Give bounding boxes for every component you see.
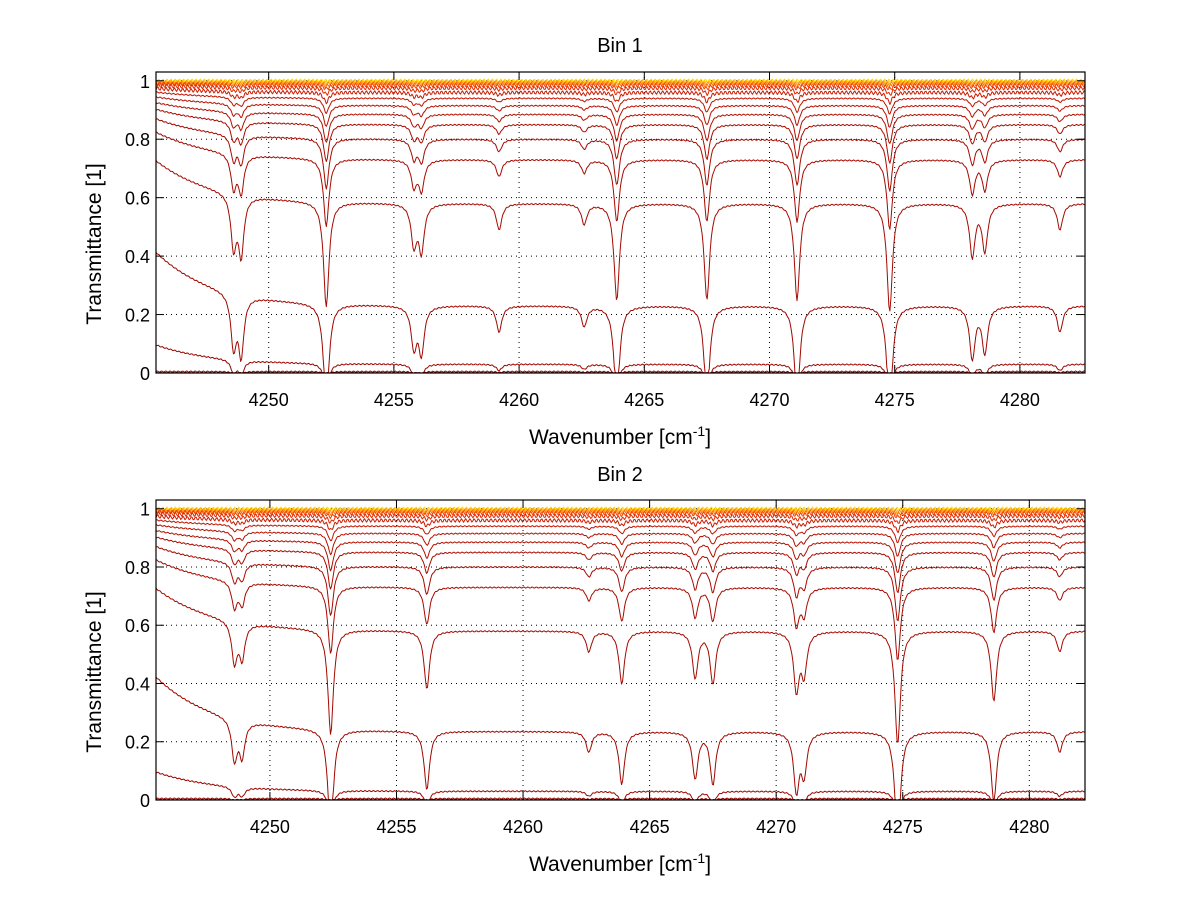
plot-frame (155, 499, 1086, 801)
x-tick-label: 4275 (883, 817, 923, 837)
panel-bin-1: Bin 1 Transmittance [1] Wavenumber [cm-1… (83, 35, 1086, 449)
series-line (155, 108, 1086, 164)
series-line (155, 80, 1086, 87)
x-axis-label-main: Wavenumber [cm (529, 853, 693, 876)
chart-title: Bin 2 (597, 464, 643, 486)
x-tick-label: 4255 (376, 817, 416, 837)
series-line (155, 523, 1086, 557)
series-line (155, 514, 1086, 534)
y-tick-label: 0 (140, 791, 150, 811)
x-tick-labels: 4250 4255 4260 4265 4270 4275 4280 (250, 817, 1049, 837)
y-tick-label: 0.4 (125, 247, 150, 267)
y-tick-label: 0.8 (125, 558, 150, 578)
y-tick-label: 0 (140, 364, 150, 384)
x-tick-label: 4250 (250, 817, 290, 837)
series-line (155, 509, 1086, 519)
series-line (155, 86, 1086, 105)
x-tick-label: 4255 (374, 390, 414, 410)
series-line (155, 536, 1086, 594)
x-tick-label: 4260 (503, 817, 543, 837)
grid-lines (156, 500, 1085, 801)
x-tick-label: 4280 (1000, 390, 1040, 410)
series-line (155, 81, 1086, 91)
y-tick-label: 0.4 (125, 674, 150, 694)
y-tick-label: 0.2 (125, 733, 150, 753)
y-tick-label: 0.8 (125, 130, 150, 150)
x-axis-label: Wavenumber [cm-1] (529, 850, 711, 876)
x-tick-label: 4280 (1009, 817, 1049, 837)
series-line (155, 251, 1086, 374)
x-axis-label: Wavenumber [cm-1] (529, 423, 711, 449)
series-line (155, 676, 1086, 801)
y-axis-label: Transmittance [1] (83, 591, 106, 752)
x-tick-label: 4270 (749, 390, 789, 410)
y-tick-label: 0.6 (125, 616, 150, 636)
y-tick-labels: 0 0.2 0.4 0.6 0.8 1 (125, 500, 150, 811)
x-tick-label: 4275 (875, 390, 915, 410)
series-line (155, 91, 1086, 115)
series-line (155, 587, 1086, 743)
y-tick-label: 1 (140, 72, 150, 92)
series-line (155, 559, 1086, 660)
y-tick-label: 0.6 (125, 189, 150, 209)
tick-marks (156, 72, 1085, 374)
series-line (155, 511, 1086, 524)
x-tick-label: 4265 (630, 817, 670, 837)
series-line (155, 519, 1086, 544)
series-line (155, 530, 1086, 573)
y-axis-label: Transmittance [1] (83, 163, 106, 324)
x-axis-label-end: ] (705, 426, 711, 449)
y-tick-label: 0.2 (125, 306, 150, 326)
x-tick-label: 4260 (499, 390, 539, 410)
panel-bin-2: Bin 2 Transmittance [1] Wavenumber [cm-1… (83, 464, 1086, 876)
x-tick-label: 4265 (624, 390, 664, 410)
x-axis-label-superscript: -1 (693, 850, 706, 866)
series-line (155, 159, 1086, 312)
y-tick-label: 1 (140, 500, 150, 520)
series-line (155, 118, 1086, 192)
chart-title: Bin 1 (597, 35, 643, 57)
plot-frame (155, 71, 1086, 374)
x-axis-label-superscript: -1 (693, 423, 706, 439)
x-tick-labels: 4250 4255 4260 4265 4270 4275 4280 (249, 390, 1040, 410)
series-line (155, 102, 1086, 144)
series-line (155, 95, 1086, 128)
series-line (155, 546, 1086, 622)
tick-marks (156, 500, 1085, 801)
grid-lines (156, 72, 1085, 374)
series-line (155, 83, 1086, 96)
x-axis-label-end: ] (705, 853, 711, 876)
series-line (155, 131, 1086, 230)
x-tick-label: 4270 (756, 817, 796, 837)
y-tick-labels: 0 0.2 0.4 0.6 0.8 1 (125, 72, 150, 384)
x-tick-label: 4250 (249, 390, 289, 410)
x-axis-label-main: Wavenumber [cm (529, 426, 693, 449)
